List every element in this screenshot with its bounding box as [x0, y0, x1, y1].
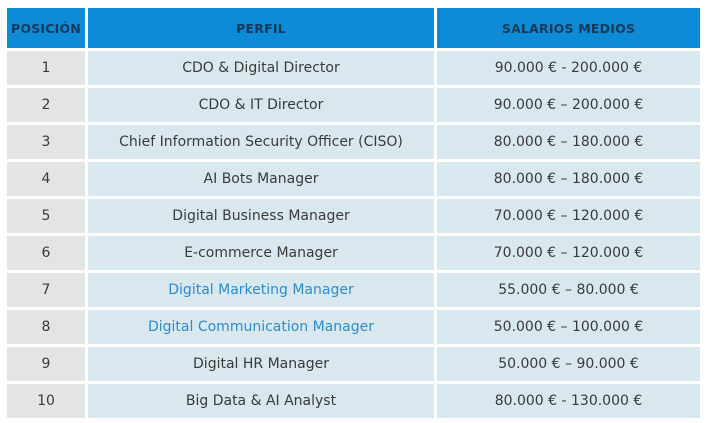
profile-cell: E-commerce Manager	[88, 236, 434, 270]
salary-table-container: POSICIÓN PERFIL SALARIOS MEDIOS 1 CDO & …	[4, 5, 703, 420]
salary-cell: 50.000 € – 90.000 €	[437, 347, 700, 381]
table-row: 3 Chief Information Security Officer (CI…	[7, 125, 700, 159]
position-cell: 10	[7, 384, 85, 418]
salary-cell: 70.000 € – 120.000 €	[437, 199, 700, 233]
profile-label: E-commerce Manager	[184, 245, 338, 261]
header-salarios: SALARIOS MEDIOS	[437, 8, 700, 48]
profile-cell: Digital Business Manager	[88, 199, 434, 233]
salary-cell: 90.000 € - 200.000 €	[437, 51, 700, 85]
profile-label: Digital Business Manager	[172, 208, 350, 224]
table-row: 4 AI Bots Manager 80.000 € – 180.000 €	[7, 162, 700, 196]
salary-cell: 80.000 € – 180.000 €	[437, 125, 700, 159]
profile-cell: AI Bots Manager	[88, 162, 434, 196]
salary-table: POSICIÓN PERFIL SALARIOS MEDIOS 1 CDO & …	[4, 5, 703, 421]
table-row: 1 CDO & Digital Director 90.000 € - 200.…	[7, 51, 700, 85]
table-body: 1 CDO & Digital Director 90.000 € - 200.…	[7, 51, 700, 418]
table-row: 9 Digital HR Manager 50.000 € – 90.000 €	[7, 347, 700, 381]
salary-cell: 80.000 € - 130.000 €	[437, 384, 700, 418]
profile-label: Big Data & AI Analyst	[185, 393, 337, 409]
position-cell: 6	[7, 236, 85, 270]
salary-cell: 90.000 € – 200.000 €	[437, 88, 700, 122]
profile-cell: Digital HR Manager	[88, 347, 434, 381]
salary-cell: 50.000 € – 100.000 €	[437, 310, 700, 344]
table-row: 2 CDO & IT Director 90.000 € – 200.000 €	[7, 88, 700, 122]
table-row: 5 Digital Business Manager 70.000 € – 12…	[7, 199, 700, 233]
header-perfil: PERFIL	[88, 8, 434, 48]
table-row: 7 Digital Marketing Manager 55.000 € – 8…	[7, 273, 700, 307]
position-cell: 1	[7, 51, 85, 85]
position-cell: 8	[7, 310, 85, 344]
position-cell: 5	[7, 199, 85, 233]
position-cell: 2	[7, 88, 85, 122]
profile-label: Digital HR Manager	[193, 356, 329, 372]
table-row: 6 E-commerce Manager 70.000 € – 120.000 …	[7, 236, 700, 270]
profile-link-digital-marketing-manager[interactable]: Digital Marketing Manager	[168, 282, 354, 298]
profile-link-digital-communication-manager[interactable]: Digital Communication Manager	[147, 319, 375, 335]
profile-cell: CDO & IT Director	[88, 88, 434, 122]
table-row: 8 Digital Communication Manager 50.000 €…	[7, 310, 700, 344]
position-cell: 7	[7, 273, 85, 307]
salary-cell: 55.000 € – 80.000 €	[437, 273, 700, 307]
position-cell: 3	[7, 125, 85, 159]
salary-cell: 80.000 € – 180.000 €	[437, 162, 700, 196]
profile-label: CDO & Digital Director	[182, 60, 340, 76]
position-cell: 4	[7, 162, 85, 196]
profile-label: AI Bots Manager	[203, 171, 319, 187]
profile-cell: Chief Information Security Officer (CISO…	[88, 125, 434, 159]
profile-cell: Big Data & AI Analyst	[88, 384, 434, 418]
profile-cell: Digital Marketing Manager	[88, 273, 434, 307]
profile-cell: Digital Communication Manager	[88, 310, 434, 344]
profile-label: CDO & IT Director	[198, 97, 324, 113]
table-row: 10 Big Data & AI Analyst 80.000 € - 130.…	[7, 384, 700, 418]
header-row: POSICIÓN PERFIL SALARIOS MEDIOS	[7, 8, 700, 48]
header-posicion: POSICIÓN	[7, 8, 85, 48]
position-cell: 9	[7, 347, 85, 381]
salary-cell: 70.000 € – 120.000 €	[437, 236, 700, 270]
profile-label: Chief Information Security Officer (CISO…	[119, 134, 403, 150]
table-header: POSICIÓN PERFIL SALARIOS MEDIOS	[7, 8, 700, 48]
profile-cell: CDO & Digital Director	[88, 51, 434, 85]
